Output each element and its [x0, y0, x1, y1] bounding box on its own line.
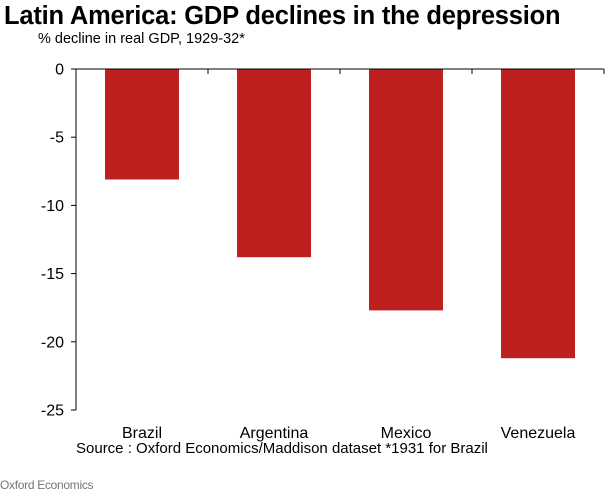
x-tick-label: Argentina: [240, 425, 309, 442]
source-note: Source : Oxford Economics/Maddison datas…: [76, 440, 488, 457]
x-tick-label: Venezuela: [501, 425, 576, 442]
y-tick-label: 0: [55, 62, 64, 79]
footer-credit: Oxford Economics: [0, 478, 94, 492]
x-tick-label: Mexico: [381, 425, 432, 442]
y-tick-label: -5: [50, 130, 64, 147]
bar-mexico: [369, 69, 443, 311]
bar-argentina: [237, 69, 311, 258]
x-tick-label: Brazil: [122, 425, 162, 442]
axes-group: [71, 68, 605, 411]
labels-group: 0 -5 -10 -15 -20 -25 Brazil Argentina Mexico Vene…: [41, 62, 576, 443]
y-tick-label: -20: [41, 334, 64, 351]
chart-subtitle: % decline in real GDP, 1929-32*: [38, 31, 245, 47]
y-tick-label: -15: [41, 266, 64, 283]
chart-title: Latin America: GDP declines in the depre…: [4, 2, 561, 30]
bar-brazil: [105, 69, 179, 180]
bars-group: [105, 69, 575, 359]
y-tick-label: -10: [41, 198, 64, 215]
y-tick-label: -25: [41, 403, 64, 420]
bar-venezuela: [501, 69, 575, 359]
